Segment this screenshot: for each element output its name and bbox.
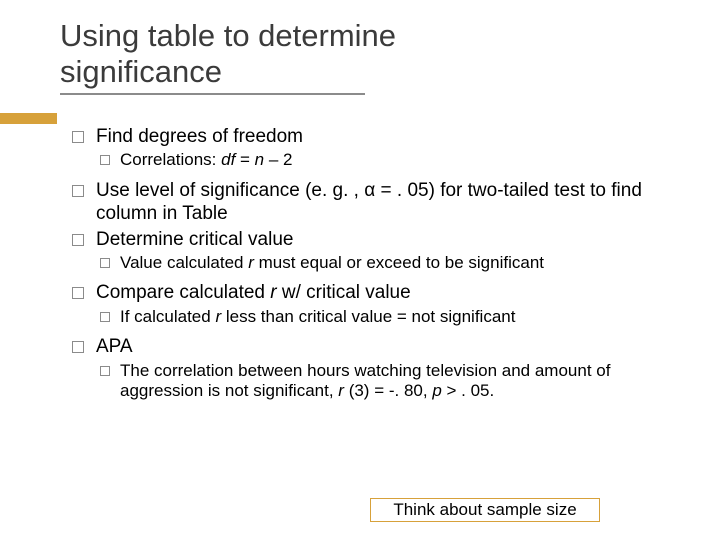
b4-pre: Compare calculated [96, 282, 270, 303]
b5s-stat: (3) = -. 80, [344, 381, 432, 400]
accent-bar [0, 113, 57, 124]
bullet-5: APA [72, 335, 685, 358]
bullet-4: Compare calculated r w/ critical value [72, 281, 685, 304]
b3s-post: must equal or exceed to be significant [254, 253, 544, 272]
title-line2: significance [60, 54, 222, 89]
bullet-1-text: Find degrees of freedom [96, 126, 303, 147]
b3s-pre: Value calculated [120, 253, 248, 272]
bullet-3: Determine critical value [72, 228, 685, 251]
b4s-post: less than critical value = not significa… [221, 307, 515, 326]
b4s-pre: If calculated [120, 307, 215, 326]
b1s-eq: = [235, 150, 254, 169]
bullet-5-sub: The correlation between hours watching t… [72, 361, 685, 402]
bullet-4-sub: If calculated r less than critical value… [72, 307, 685, 328]
slide-title: Using table to determine significance [0, 0, 720, 89]
b1s-pre: Correlations: [120, 150, 221, 169]
bullet-3-sub: Value calculated r must equal or exceed … [72, 253, 685, 274]
b5s-p: p [432, 381, 441, 400]
b2-alpha: α = [364, 180, 397, 201]
b3-text: Determine critical value [96, 229, 293, 250]
bullet-1: Find degrees of freedom [72, 125, 685, 148]
b1s-post: – 2 [264, 150, 292, 169]
highlight-callout: Think about sample size [370, 498, 600, 522]
highlight-text: Think about sample size [393, 500, 576, 519]
b1s-df: df [221, 150, 235, 169]
b1s-n: n [255, 150, 264, 169]
b5s-end: > . 05. [442, 381, 494, 400]
bullet-2: Use level of significance (e. g. , α = .… [72, 179, 685, 225]
b4-post: w/ critical value [277, 282, 411, 303]
b5-text: APA [96, 336, 133, 357]
b2-pre: Use level of significance (e. g. , [96, 180, 364, 201]
bullet-1-sub: Correlations: df = n – 2 [72, 150, 685, 171]
title-line1: Using table to determine [60, 18, 396, 53]
content-area: Find degrees of freedom Correlations: df… [0, 95, 720, 402]
